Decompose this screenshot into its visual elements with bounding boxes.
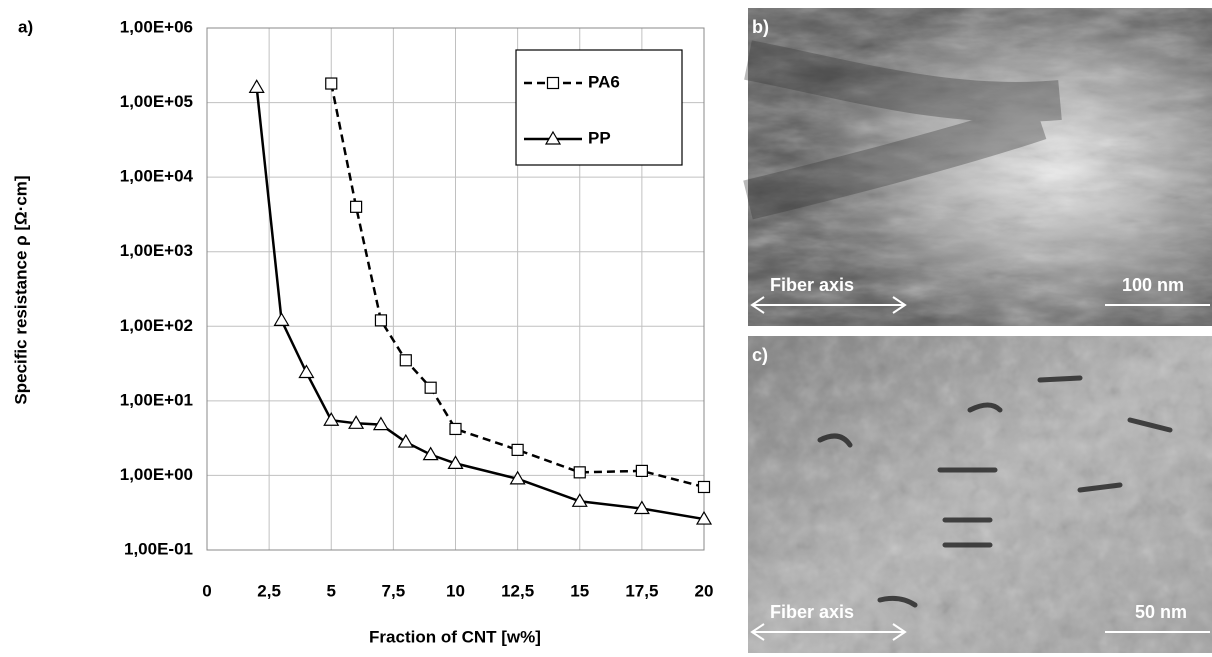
x-tick-label: 0 [202,581,211,600]
y-tick-label: 1,00E+01 [120,390,193,409]
marker [449,422,462,436]
marker [509,470,526,485]
image-shading [743,40,1062,220]
y-tick-label: 1,00E+04 [120,167,194,186]
image-texture [748,8,1212,326]
y-tick-label: 1,00E+00 [120,465,193,484]
x-tick-label: 12,5 [501,581,534,600]
panel-label: b) [752,17,769,37]
nanotubes [817,375,1173,608]
image-texture [748,336,1212,653]
marker [697,480,711,494]
micrograph-b: b) Fiber axis 100 nm [743,8,1212,326]
marker [372,416,389,431]
marker [248,79,265,93]
marker [571,493,588,507]
marker [635,464,648,478]
x-tick-label: 5 [327,581,336,600]
marker [298,364,315,379]
legend-label: PA6 [588,72,620,91]
legend-label: PP [588,128,611,147]
panel-label: c) [752,345,768,365]
marker [374,314,388,327]
y-tick-label: 1,00E+06 [120,17,193,36]
axis-caption: Fiber axis [770,602,854,622]
legend-marker [544,130,562,145]
x-tick-label: 10 [446,581,465,600]
marker [273,312,290,326]
legend-box [515,49,683,166]
marker [422,446,439,461]
scale-label: 50 nm [1135,602,1187,622]
x-tick-label: 20 [695,581,714,600]
panel-label: a) [18,17,33,36]
marker [424,381,437,394]
y-tick-label: 1,00E+05 [120,92,193,111]
marker [447,455,464,469]
legend: PA6 PP [515,49,683,166]
marker [397,433,414,448]
series-line [330,83,705,489]
marker [325,77,338,90]
y-tick-label: 1,00E+03 [120,241,193,260]
marker [633,500,650,515]
legend-marker [546,76,560,90]
marker [573,466,586,479]
axis-caption: Fiber axis [770,275,854,295]
y-tick-label: 1,00E+02 [120,316,193,335]
micrograph-c: c) Fiber axis 50 nm [748,336,1212,653]
plot: 1,00E-01 1,00E+00 1,00E+01 1,00E+02 1,00E+03… [120,17,714,600]
plot-frame [206,27,705,551]
marker [350,200,363,213]
marker [348,415,365,429]
marker [511,443,524,456]
arrow-heads [750,623,907,641]
x-tick-label: 7,5 [382,581,406,600]
x-tick-label: 15 [570,581,589,600]
x-tick-label: 17,5 [625,581,658,600]
x-tick-label: 2,5 [257,581,281,600]
y-tick-label: 1,00E-01 [124,539,193,558]
scale-label: 100 nm [1122,275,1184,295]
x-axis-label: Fraction of CNT [w%] [369,627,541,646]
arrow-heads [750,296,907,314]
marker [695,510,713,525]
marker [399,354,412,367]
marker [323,412,340,426]
y-axis-label: Specific resistance ρ [Ω·cm] [11,175,30,404]
